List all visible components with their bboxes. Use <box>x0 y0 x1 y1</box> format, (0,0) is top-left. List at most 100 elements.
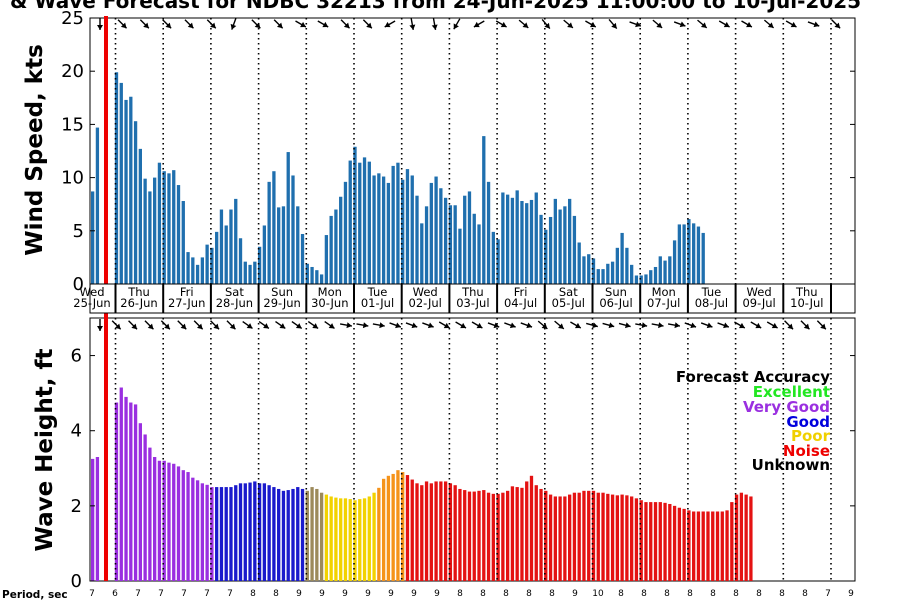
wave-direction-arrow <box>405 322 418 329</box>
wind-bar <box>119 82 123 285</box>
arrow-head <box>460 322 466 329</box>
wind-bar <box>176 185 181 284</box>
wind-bar <box>415 195 419 284</box>
wave-bar <box>358 499 362 581</box>
wind-bar <box>515 190 519 284</box>
day-label-dow: Mon <box>318 285 342 299</box>
wave-direction-arrow <box>372 322 385 329</box>
wave-bar <box>129 402 133 581</box>
wind-bar <box>319 274 324 284</box>
wave-bar <box>477 490 481 581</box>
wave-bar <box>529 475 534 581</box>
arrow-head <box>589 21 596 28</box>
wind-bar <box>448 205 453 284</box>
wave-bar <box>191 477 195 581</box>
wind-y-tick-label: 0 <box>73 274 84 295</box>
wave-direction-arrow <box>504 322 516 329</box>
wave-bar <box>644 502 648 581</box>
period-value-label: 9 <box>388 589 394 599</box>
wind-bar <box>434 176 438 284</box>
wind-bar <box>587 254 591 284</box>
wind-bar <box>496 239 500 284</box>
day-label-date: 09-Jul <box>742 296 775 310</box>
wind-bar <box>472 213 476 284</box>
wind-bar <box>539 214 543 284</box>
arrow-head <box>723 322 729 329</box>
arrow-head <box>592 322 598 329</box>
arrow-head <box>229 323 236 330</box>
period-value-label: 8 <box>710 589 716 599</box>
arrow-head <box>343 22 350 29</box>
wind-bar <box>410 175 414 284</box>
wind-bar <box>420 223 424 284</box>
period-value-label: 8 <box>549 589 555 599</box>
wind-bar <box>443 197 448 284</box>
arrow-head <box>558 323 564 329</box>
wave-bar <box>348 499 352 581</box>
wind-bar <box>405 169 410 284</box>
wave-bar <box>734 494 739 581</box>
day-label-band <box>89 283 856 314</box>
wave-bar <box>339 498 343 581</box>
arrow-head <box>230 23 237 30</box>
wave-bar <box>300 488 305 581</box>
wind-y-tick-label: 15 <box>61 114 84 135</box>
arrow-head <box>624 322 631 329</box>
wind-bar <box>520 201 524 284</box>
wind-direction-arrow <box>585 20 597 28</box>
arrow-head <box>276 22 283 29</box>
wave-direction-arrow <box>307 320 319 330</box>
wind-bar <box>386 182 391 284</box>
wave-direction-arrow <box>160 320 171 330</box>
arrow-head <box>409 24 416 30</box>
wave-bar <box>553 496 557 581</box>
arrow-head <box>254 22 261 29</box>
arrow-head <box>279 323 286 329</box>
wind-bar <box>162 171 166 284</box>
wind-bar <box>672 240 677 284</box>
wave-bar <box>420 485 424 581</box>
wind-bar <box>195 264 200 284</box>
day-label-date: 27-Jun <box>168 296 205 310</box>
arrow-head <box>453 23 459 30</box>
arrow-head <box>526 322 533 329</box>
day-label-date: 01-Jul <box>361 296 394 310</box>
wave-bar <box>725 510 729 581</box>
wind-bar <box>219 209 224 284</box>
wave-direction-arrow <box>275 320 286 330</box>
arrow-head <box>706 322 713 329</box>
wave-y-tick-label: 0 <box>71 571 82 592</box>
arrow-head <box>641 322 648 329</box>
wave-y-tick-label: 6 <box>71 346 82 367</box>
wave-bar <box>610 494 615 581</box>
wave-bar <box>324 494 329 581</box>
wind-bar <box>215 231 219 284</box>
wave-y-tick-label: 2 <box>71 496 82 517</box>
period-value-label: 9 <box>848 589 854 599</box>
legend-item-poor: Poor <box>791 427 831 445</box>
wind-bar <box>186 252 190 284</box>
wave-bar <box>715 511 720 581</box>
wave-bar <box>286 490 290 581</box>
wave-direction-arrow <box>537 320 548 330</box>
wind-bar <box>181 201 185 284</box>
wind-bar <box>257 246 262 284</box>
wind-bar <box>238 238 243 284</box>
wave-direction-arrow <box>356 322 369 329</box>
arrow-head <box>131 323 138 330</box>
wind-direction-arrow <box>831 19 841 29</box>
wave-bar <box>219 487 224 581</box>
wind-bar <box>610 261 615 284</box>
wind-bar <box>272 171 276 284</box>
wind-direction-arrow <box>384 20 396 28</box>
wind-bar <box>148 191 152 284</box>
arrow-head <box>674 322 680 329</box>
wave-bar <box>596 492 600 581</box>
wind-direction-arrow <box>518 19 529 29</box>
wave-bar <box>148 447 152 581</box>
wave-bar <box>296 487 300 581</box>
arrow-head <box>395 322 401 329</box>
day-label-dow: Wed <box>413 285 438 299</box>
arrow-head <box>544 22 550 29</box>
wind-direction-arrow <box>139 19 150 29</box>
